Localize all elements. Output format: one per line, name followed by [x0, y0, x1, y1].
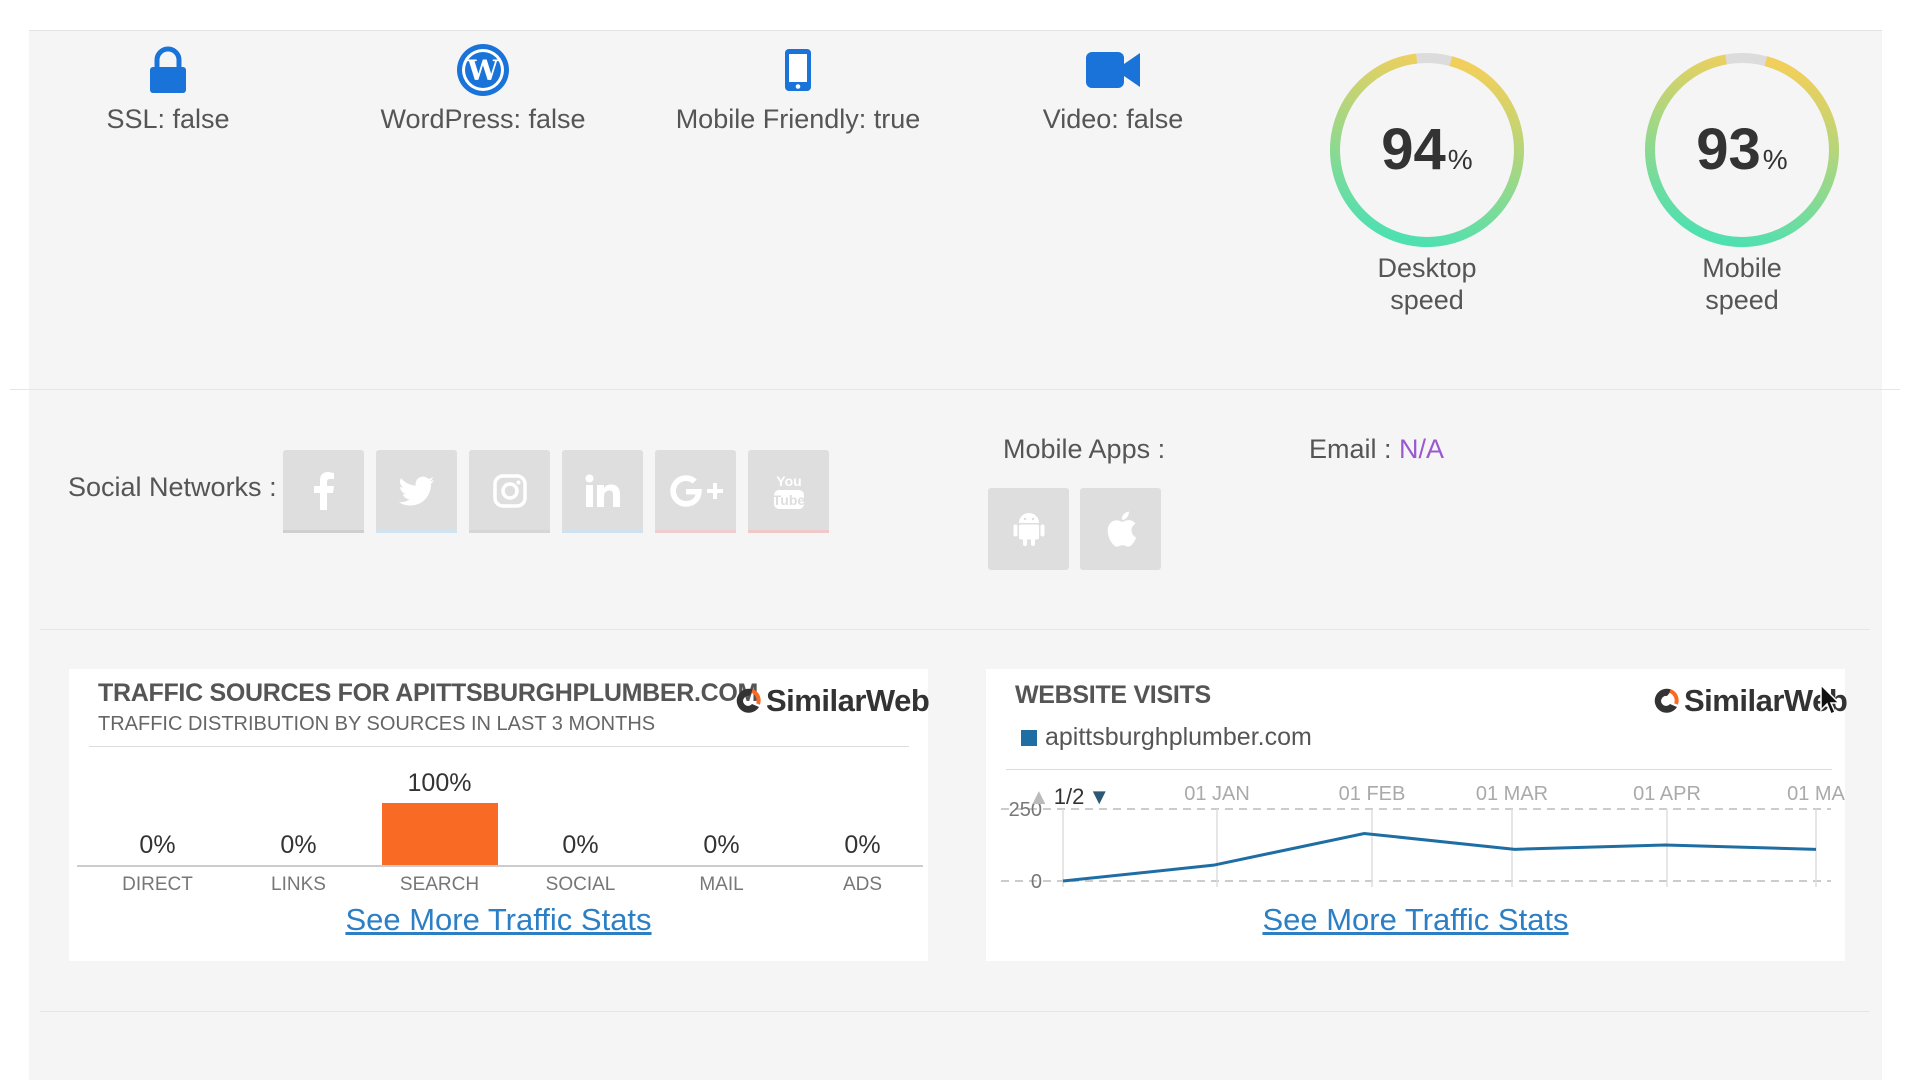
- feature-wordpress: W WordPress: false: [323, 40, 643, 135]
- card-title: TRAFFIC SOURCES FOR APITTSBURGHPLUMBER.C…: [98, 679, 759, 707]
- x-tick-label: 01 APR: [1633, 783, 1701, 805]
- see-more-traffic-link[interactable]: See More Traffic Stats: [1262, 902, 1569, 937]
- mobile-speed-gauge: 93% Mobile speed: [1642, 50, 1842, 316]
- linkedin-button[interactable]: [562, 450, 643, 532]
- lock-icon: [8, 40, 328, 100]
- feature-label: SSL: false: [106, 104, 230, 134]
- gauge-ring: [1645, 53, 1839, 247]
- gauge-caption: Desktop speed: [1377, 253, 1477, 315]
- instagram-button[interactable]: [469, 450, 550, 532]
- card-divider: [1006, 769, 1832, 770]
- bar: [381, 803, 498, 865]
- bar-value-label: 0%: [703, 831, 740, 859]
- feature-ssl: SSL: false: [8, 40, 328, 135]
- card-title: WEBSITE VISITS: [1015, 681, 1211, 709]
- gauge-value: 93%: [1696, 117, 1788, 182]
- bar-value-label: 0%: [844, 831, 881, 859]
- linkedin-icon: [585, 474, 620, 507]
- social-button-underline: [562, 530, 643, 533]
- bar-value-label: 0%: [562, 831, 599, 859]
- similarweb-logo-icon: [736, 688, 761, 713]
- bar-category-label: SEARCH: [399, 874, 480, 895]
- facebook-button[interactable]: [283, 450, 364, 532]
- y-tick-label: 250: [1009, 799, 1042, 821]
- mouse-cursor-icon: [1820, 683, 1841, 716]
- divider: [10, 389, 1900, 390]
- feature-label: Video: false: [1042, 104, 1184, 134]
- svg-text:W: W: [466, 54, 499, 87]
- bar-value-label: 100%: [407, 769, 472, 797]
- android-icon: [1013, 513, 1044, 546]
- bar-category-label: LINKS: [271, 874, 326, 895]
- svg-text:Tube: Tube: [772, 492, 805, 508]
- divider: [40, 629, 1870, 630]
- twitter-icon: [398, 476, 434, 506]
- traffic-sources-card: TRAFFIC SOURCES FOR APITTSBURGHPLUMBER.C…: [69, 669, 930, 961]
- bar-category-label: MAIL: [699, 874, 744, 895]
- similarweb-logo-icon: [1654, 688, 1679, 713]
- traffic-bar-chart: 0% DIRECT 0% LINKS 100% SEARCH 0% SOCIAL 0% MAIL 0…: [69, 669, 928, 909]
- chart-pager: ▲ 1/2 ▼: [1028, 784, 1111, 809]
- feature-video: Video: false: [953, 40, 1273, 135]
- website-visits-card: WEBSITE VISITS SimilarWeb apittsburghplu…: [986, 669, 1848, 961]
- series-line: [1062, 831, 1817, 883]
- youtube-icon: You Tube: [772, 473, 805, 509]
- email-info: Email : N/A: [1309, 434, 1445, 464]
- feature-label: WordPress: false: [380, 104, 586, 134]
- wordpress-icon: W: [323, 40, 643, 100]
- x-tick-label: 01 MAR: [1476, 783, 1548, 805]
- bar-value-label: 0%: [280, 831, 317, 859]
- bar-value-label: 0%: [139, 831, 176, 859]
- see-more-traffic-link[interactable]: See More Traffic Stats: [345, 902, 652, 937]
- gauge-value: 94%: [1381, 117, 1473, 182]
- feature-mobile: Mobile Friendly: true: [638, 40, 958, 135]
- gauge-ring: [1330, 53, 1524, 247]
- video-camera-icon: [953, 40, 1273, 100]
- social-button-underline: [376, 530, 457, 533]
- pager-up-arrow[interactable]: ▲: [1028, 784, 1050, 809]
- feature-label: Mobile Friendly: true: [675, 104, 921, 134]
- similarweb-logo: SimilarWeb: [734, 683, 930, 719]
- apple-app-button[interactable]: [1080, 488, 1161, 570]
- bar-category-label: DIRECT: [122, 874, 193, 895]
- bar-chart-axis: [77, 865, 923, 867]
- youtube-button[interactable]: You Tube: [748, 450, 829, 532]
- social-button-underline: [469, 530, 550, 533]
- card-divider: [89, 746, 909, 747]
- card-subtitle: TRAFFIC DISTRIBUTION BY SOURCES IN LAST …: [98, 713, 656, 735]
- android-app-button[interactable]: [988, 488, 1069, 570]
- x-tick-label: 01 FEB: [1339, 783, 1406, 805]
- y-tick-label: 0: [1031, 871, 1042, 893]
- mobile-phone-icon: [638, 40, 958, 100]
- x-tick-label: 01 JAN: [1184, 783, 1250, 805]
- pager-down-arrow[interactable]: ▼: [1088, 784, 1111, 809]
- email-value: N/A: [1399, 434, 1445, 464]
- facebook-icon: [313, 472, 334, 510]
- social-networks-label: Social Networks :: [68, 472, 277, 502]
- instagram-icon: [492, 474, 527, 508]
- social-button-underline: [655, 530, 736, 533]
- gauge-caption: Mobile speed: [1702, 253, 1782, 315]
- social-button-underline: [283, 530, 364, 533]
- visits-line-chart: 01 JAN 01 FEB 01 MAR 01 APR 01 MA 250 0: [1001, 783, 1845, 893]
- svg-text:You: You: [776, 473, 801, 489]
- gauge-progress-arc: [1645, 53, 1839, 247]
- google-plus-button[interactable]: [655, 450, 736, 532]
- social-button-underline: [748, 530, 829, 533]
- divider: [40, 1011, 1870, 1012]
- desktop-speed-gauge: 94% Desktop speed: [1327, 50, 1527, 316]
- bar-category-label: SOCIAL: [545, 874, 616, 895]
- x-tick-label: 01 MA: [1787, 783, 1845, 805]
- twitter-button[interactable]: [376, 450, 457, 532]
- gauge-progress-arc: [1330, 53, 1524, 247]
- chart-legend: apittsburghplumber.com: [1021, 723, 1312, 752]
- bar-category-label: ADS: [842, 874, 883, 895]
- apple-icon: [1107, 511, 1136, 547]
- legend-swatch: [1021, 729, 1037, 746]
- similarweb-logo: SimilarWeb: [1652, 683, 1848, 719]
- mobile-apps-label: Mobile Apps :: [1003, 434, 1166, 464]
- google-plus-icon: [669, 475, 723, 507]
